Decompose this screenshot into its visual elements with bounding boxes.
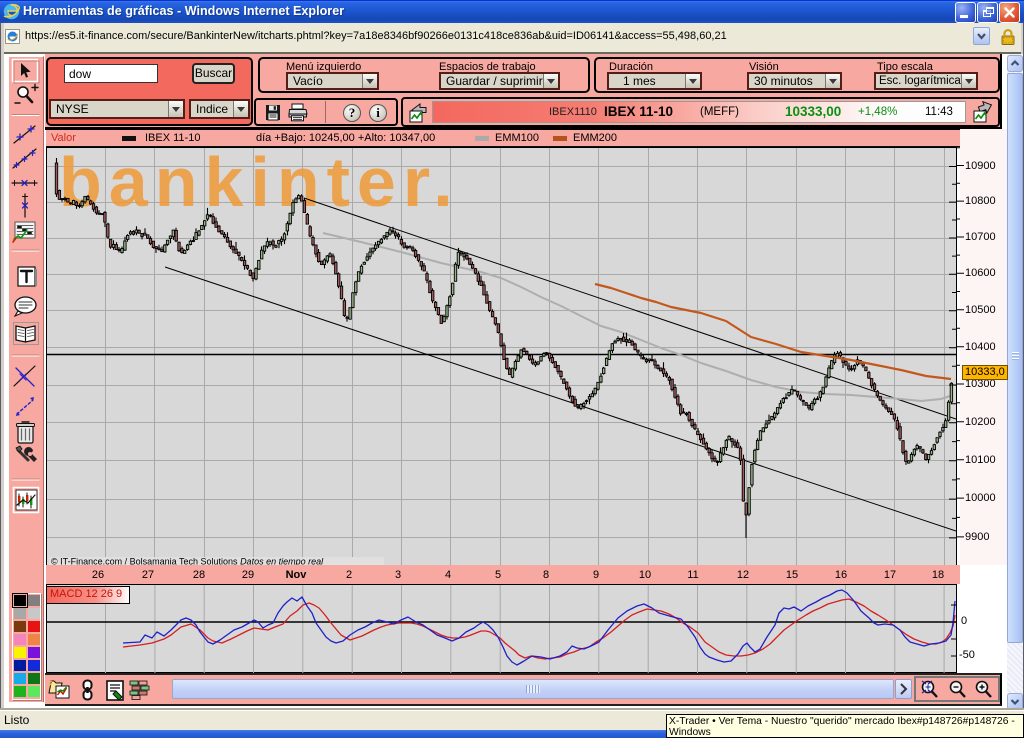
svg-text:bankinter.: bankinter. xyxy=(59,148,460,221)
svg-text:© IT-Finance.com / Bolsamania: © IT-Finance.com / Bolsamania Tech Solut… xyxy=(51,557,324,567)
